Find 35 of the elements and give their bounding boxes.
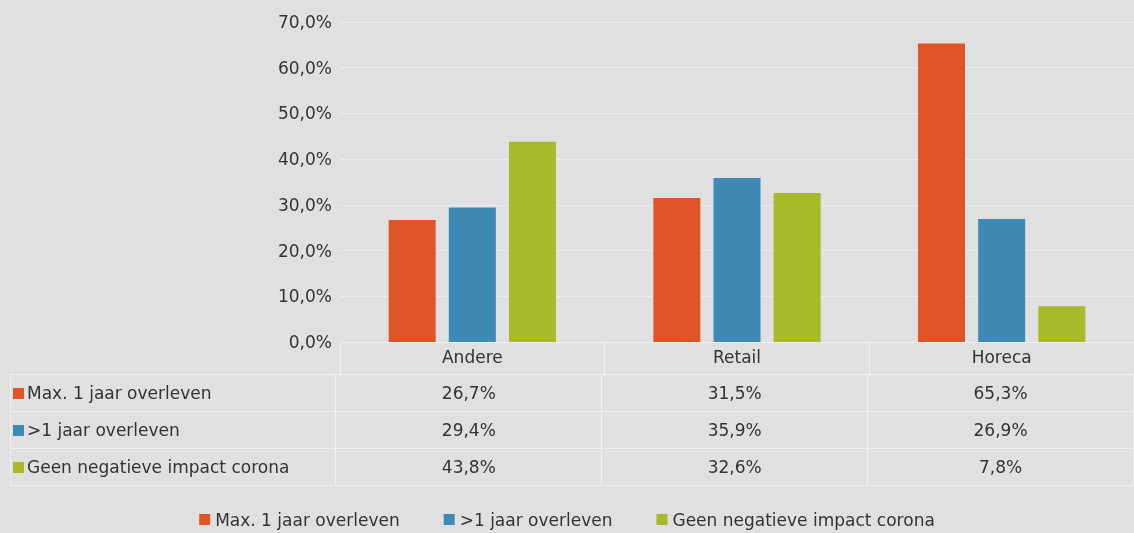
- data-label: 35,9%: [601, 411, 868, 449]
- bar: [978, 219, 1026, 342]
- bar: [773, 192, 821, 342]
- bar: [388, 219, 436, 342]
- data-label: 29,4%: [335, 411, 602, 449]
- text: >1 jaar overleven: [27, 420, 180, 440]
- legend-label: Max. 1 jaar overleven: [215, 509, 400, 530]
- y-tick-label: 30,0%: [277, 194, 332, 215]
- bar: [713, 177, 761, 342]
- text: Geen negatieve impact corona: [27, 457, 290, 477]
- bar: [918, 43, 966, 342]
- y-tick-label: 0,0%: [288, 332, 332, 352]
- y-tick-label: 10,0%: [277, 286, 332, 307]
- legend-label: >1 jaar overleven: [459, 509, 613, 530]
- y-tick-label: 40,0%: [277, 149, 332, 170]
- x-tick-label: Andere: [441, 346, 503, 367]
- y-tick-label: 20,0%: [277, 240, 332, 261]
- data-label: 26,7%: [335, 374, 602, 412]
- y-tick-label: 60,0%: [277, 57, 332, 78]
- text: Max. 1 jaar overleven: [27, 383, 212, 403]
- data-label: 7,8%: [867, 448, 1134, 486]
- x-tick-label: Retail: [712, 346, 762, 367]
- bar: [448, 207, 496, 342]
- bar: [508, 141, 556, 342]
- data-label: 43,8%: [335, 448, 602, 486]
- y-tick-label: 50,0%: [277, 103, 332, 124]
- data-label: 26,9%: [867, 411, 1134, 449]
- data-label: 65,3%: [867, 374, 1134, 412]
- bar: [1038, 306, 1086, 342]
- x-tick-label: Horeca: [971, 346, 1032, 367]
- data-label: 32,6%: [601, 448, 868, 486]
- y-tick-label: 70,0%: [277, 12, 332, 32]
- bar: [653, 198, 701, 342]
- data-label: 31,5%: [601, 374, 868, 412]
- legend-label: Geen negatieve impact corona: [672, 509, 935, 530]
